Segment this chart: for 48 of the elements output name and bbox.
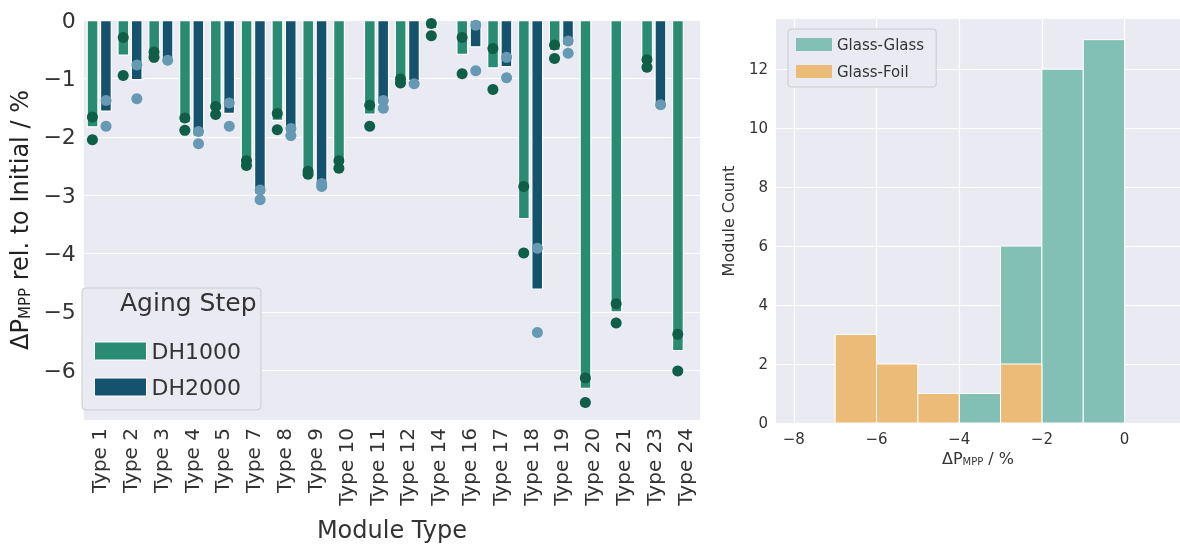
x-tick-label: 0 [1119, 429, 1130, 448]
x-tick-label: Type 8 [272, 428, 297, 495]
legend-label: Glass-Foil [837, 62, 909, 81]
x-tick-label: Type 20 [580, 428, 605, 507]
x-tick-label: −6 [865, 429, 888, 448]
legend-label: DH2000 [151, 374, 241, 400]
x-tick-label: Type 19 [549, 428, 574, 507]
y-tick-label: 12 [748, 60, 768, 79]
legend-title: Aging Step [120, 288, 257, 317]
legend-label: Glass-Glass [837, 35, 925, 54]
x-tick-label: −4 [948, 429, 971, 448]
x-tick-label: Type 21 [610, 428, 635, 507]
y-tick-label: 0 [758, 414, 768, 432]
x-tick-label: Type 11 [364, 428, 389, 507]
x-tick-label: Type 12 [395, 428, 420, 507]
x-tick-label: Type 18 [518, 428, 543, 507]
y-tick-label: −6 [43, 357, 76, 383]
y-tick-label: 0 [61, 7, 76, 33]
y-tick-label: 8 [758, 178, 768, 197]
y-tick-label: −2 [43, 124, 76, 150]
x-tick-label: Type 14 [426, 428, 451, 507]
y-axis-title: ΔPMPP rel. to Initial / % [6, 90, 34, 350]
x-tick-label: Type 7 [241, 428, 266, 495]
y-tick-label: 6 [758, 237, 768, 256]
y-tick-label: −3 [43, 182, 76, 208]
y-tick-label: −1 [43, 65, 76, 91]
x-axis-title: ΔPMPP / % [941, 449, 1015, 469]
x-tick-label: Type 3 [148, 428, 173, 495]
x-axis-title: Module Type [316, 516, 467, 544]
legend-label: DH1000 [151, 338, 241, 364]
x-tick-label: −2 [1030, 429, 1053, 448]
x-tick-label: Type 4 [179, 428, 204, 495]
x-tick-label: Type 1 [87, 428, 112, 495]
y-tick-label: 4 [758, 296, 768, 315]
x-tick-label: Type 2 [118, 428, 143, 495]
y-tick-label: −4 [43, 241, 76, 267]
y-tick-label: 2 [758, 355, 768, 374]
x-tick-label: Type 24 [672, 428, 697, 507]
x-tick-label: Type 17 [487, 428, 512, 507]
x-tick-label: Type 23 [641, 428, 666, 507]
x-tick-label: Type 10 [333, 428, 358, 507]
x-tick-label: Type 5 [210, 428, 235, 495]
y-tick-label: −5 [43, 299, 76, 325]
y-tick-label: 10 [748, 119, 768, 138]
x-tick-label: Type 9 [302, 428, 327, 495]
y-axis-title: Module Count [718, 165, 738, 277]
x-tick-label: Type 16 [456, 428, 481, 507]
x-tick-label: −8 [782, 429, 805, 448]
